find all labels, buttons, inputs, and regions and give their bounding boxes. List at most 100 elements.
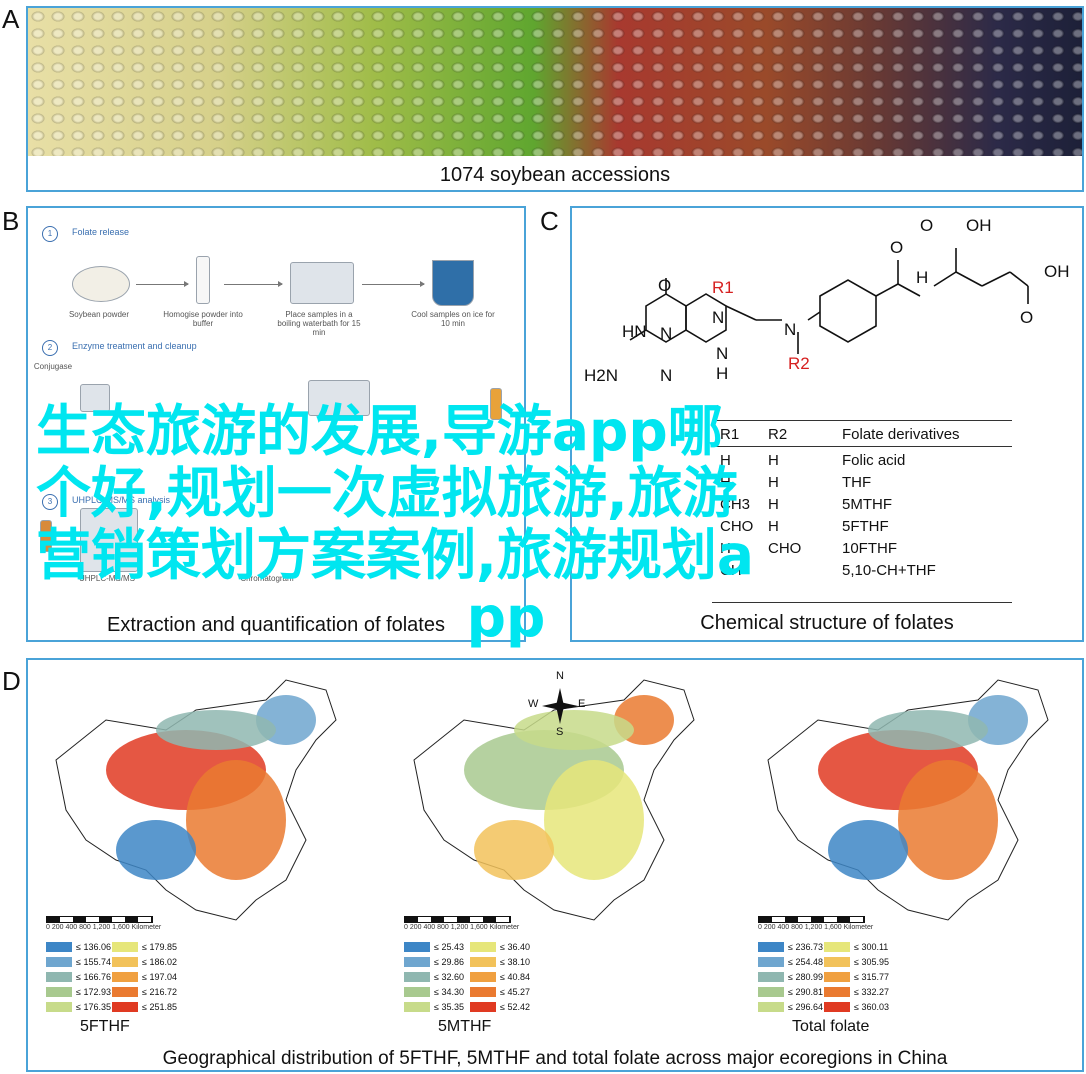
table-cell: H bbox=[768, 496, 779, 513]
legend-label: ≤ 251.85 bbox=[142, 1002, 177, 1012]
map-region bbox=[514, 710, 634, 750]
atom-label: O bbox=[890, 238, 904, 257]
legend-item: ≤ 45.27 bbox=[470, 987, 530, 997]
scale-bar bbox=[758, 916, 865, 923]
panel-d-caption: Geographical distribution of 5FTHF, 5MTH… bbox=[162, 1048, 948, 1069]
atom-label: N bbox=[660, 366, 673, 385]
legend-swatch bbox=[404, 987, 430, 997]
table-rule-mid bbox=[712, 446, 1012, 447]
map-region bbox=[186, 760, 286, 880]
atom-label: N bbox=[716, 344, 729, 363]
substituent-r1: R1 bbox=[712, 278, 734, 297]
step-1-label-2: Homogise powder into buffer bbox=[163, 310, 243, 328]
legend-item: ≤ 34.30 bbox=[404, 987, 464, 997]
legend-swatch bbox=[824, 957, 850, 967]
legend-swatch bbox=[470, 957, 496, 967]
uhplc-instrument-icon bbox=[80, 508, 138, 572]
table-cell: CHO bbox=[768, 540, 802, 557]
legend-swatch bbox=[470, 972, 496, 982]
legend-item: ≤ 25.43 bbox=[404, 942, 464, 952]
legend-swatch bbox=[46, 957, 72, 967]
map-title: 5FTHF bbox=[80, 1018, 130, 1035]
table-rule-bottom bbox=[712, 602, 1012, 603]
legend-swatch bbox=[112, 972, 138, 982]
panel-b: 1 Folate release Soybean powder Homogise… bbox=[26, 206, 526, 642]
table-cell: 5MTHF bbox=[842, 496, 892, 513]
table-cell: H bbox=[768, 452, 779, 469]
legend-item: ≤ 360.03 bbox=[824, 1002, 889, 1012]
legend-label: ≤ 136.06 bbox=[76, 942, 111, 952]
legend-item: ≤ 155.74 bbox=[46, 957, 111, 967]
step-3-label-1: UHPLC-MS/MS bbox=[78, 574, 135, 583]
compass-e-label: E bbox=[578, 698, 586, 710]
ms-vial-icon bbox=[490, 388, 502, 420]
legend-item: ≤ 315.77 bbox=[824, 972, 889, 982]
scale-bar bbox=[404, 916, 511, 923]
legend-swatch bbox=[112, 942, 138, 952]
legend-swatch bbox=[112, 1002, 138, 1012]
legend-label: ≤ 32.60 bbox=[434, 972, 464, 982]
atom-label: H2N bbox=[584, 366, 619, 385]
legend-swatch bbox=[46, 1002, 72, 1012]
legend-label: ≤ 36.40 bbox=[500, 942, 530, 952]
panel-c-caption: Chemical structure of folates bbox=[700, 612, 954, 634]
legend-item: ≤ 29.86 bbox=[404, 957, 464, 967]
legend-label: ≤ 52.42 bbox=[500, 1002, 530, 1012]
china-map-1 bbox=[55, 679, 337, 921]
panel-b-caption: Extraction and quantification of folates bbox=[107, 614, 445, 636]
table-cell: H bbox=[720, 474, 731, 491]
panel-c: O OH O O OH R1 HN N N N H O H2N N N H R2… bbox=[570, 206, 1084, 642]
step-1-label-3: Place samples in a boiling waterbath for… bbox=[277, 310, 361, 337]
panel-d-tag: D bbox=[2, 666, 21, 696]
table-header-cell: Folate derivatives bbox=[842, 426, 960, 443]
panel-d: 0 200 400 800 1,200 1,600 Kilometer ≤ 136… bbox=[26, 658, 1084, 1072]
table-cell: H bbox=[720, 540, 731, 557]
legend-swatch bbox=[824, 972, 850, 982]
legend-label: ≤ 38.10 bbox=[500, 957, 530, 967]
step-3-title: UHPLC-MS/MS analysis bbox=[72, 495, 171, 505]
legend-item: ≤ 176.35 bbox=[46, 1002, 111, 1012]
scale-label: 0 200 400 800 1,200 1,600 Kilometer bbox=[758, 924, 874, 931]
compass-s-label: S bbox=[556, 726, 564, 738]
legend-item: ≤ 290.81 bbox=[758, 987, 823, 997]
atom-label: HN bbox=[622, 322, 647, 341]
legend-item: ≤ 166.76 bbox=[46, 972, 111, 982]
legend-item: ≤ 296.64 bbox=[758, 1002, 823, 1012]
legend-swatch bbox=[404, 1002, 430, 1012]
map-region bbox=[898, 760, 998, 880]
map-title: Total folate bbox=[792, 1018, 870, 1035]
legend-item: ≤ 280.99 bbox=[758, 972, 823, 982]
legend-label: ≤ 25.43 bbox=[434, 942, 464, 952]
legend-swatch bbox=[758, 957, 784, 967]
legend-item: ≤ 186.02 bbox=[112, 957, 177, 967]
legend-swatch bbox=[404, 972, 430, 982]
panel-a: 1074 soybean accessions bbox=[26, 6, 1084, 192]
legend-swatch bbox=[824, 942, 850, 952]
legend-swatch bbox=[112, 987, 138, 997]
legend-item: ≤ 251.85 bbox=[112, 1002, 177, 1012]
china-map-2 bbox=[413, 679, 695, 921]
step-1-title: Folate release bbox=[72, 227, 130, 237]
substituent-r2: R2 bbox=[788, 354, 810, 373]
legend-item: ≤ 136.06 bbox=[46, 942, 111, 952]
legend-label: ≤ 166.76 bbox=[76, 972, 111, 982]
overlay-line-4: pp bbox=[466, 585, 546, 649]
legend-swatch bbox=[470, 1002, 496, 1012]
atom-label: O bbox=[658, 276, 672, 295]
map-region bbox=[544, 760, 644, 880]
legend-label: ≤ 197.04 bbox=[142, 972, 177, 982]
panel-a-tag: A bbox=[2, 4, 20, 34]
legend-swatch bbox=[758, 942, 784, 952]
panel-c-tag: C bbox=[540, 206, 559, 236]
atom-label: N bbox=[712, 308, 725, 327]
map-region bbox=[474, 820, 554, 880]
legend-swatch bbox=[404, 942, 430, 952]
table-cell: H bbox=[768, 518, 779, 535]
scale-bar bbox=[46, 916, 153, 923]
legend-label: ≤ 290.81 bbox=[788, 987, 823, 997]
legend-item: ≤ 35.35 bbox=[404, 1002, 464, 1012]
waterbath-icon bbox=[290, 262, 354, 304]
legend-swatch bbox=[824, 1002, 850, 1012]
atom-label: OH bbox=[1044, 262, 1070, 281]
petri-dish-icon bbox=[72, 266, 130, 302]
